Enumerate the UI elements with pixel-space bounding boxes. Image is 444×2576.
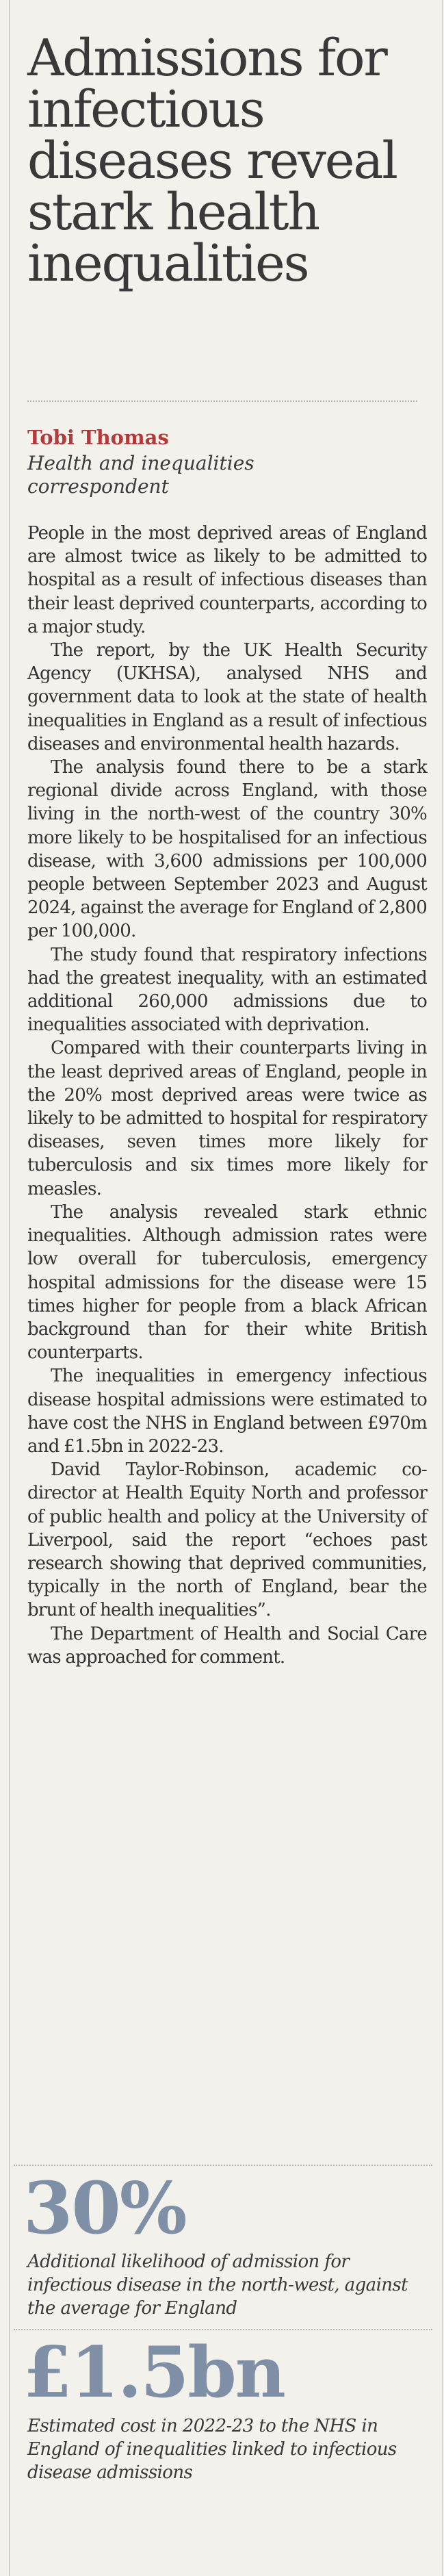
paragraph: The Department of Health and Social Care… [27, 1623, 428, 1668]
stat-divider [14, 2329, 432, 2330]
paragraph: People in the most deprived areas of Eng… [27, 523, 428, 637]
headline: Admissions for infectious diseases revea… [27, 29, 398, 293]
column-divider-right [442, 0, 443, 2576]
stat-divider [14, 2165, 432, 2166]
paragraph: Compared with their counterparts living … [27, 1038, 428, 1199]
paragraph: David Taylor-Robinson, academic co-direc… [27, 1459, 428, 1621]
author-role: Health and inequalities correspondent [27, 452, 254, 498]
paragraph: The study found that respiratory infecti… [27, 944, 428, 1036]
author-name: Tobi Thomas [27, 426, 169, 449]
paragraph: The analysis found there to be a stark r… [27, 757, 428, 942]
stat-figure-30-percent: 30% [23, 2166, 187, 2250]
stat-caption-1-5bn: Estimated cost in 2022-23 to the NHS in … [27, 2416, 397, 2483]
paragraph: The report, by the UK Health Security Ag… [27, 640, 428, 754]
paragraph: The analysis revealed stark ethnic inequ… [27, 1201, 428, 1364]
column-divider-left [9, 0, 10, 2576]
stat-caption-30-percent: Additional likelihood of admission for i… [27, 2252, 408, 2319]
paragraph: The inequalities in emergency infectious… [27, 1366, 428, 1457]
byline-divider [27, 400, 417, 402]
stat-figure-1-5bn: £1.5bn [23, 2332, 286, 2414]
article-body: People in the most deprived areas of Eng… [27, 522, 428, 1669]
